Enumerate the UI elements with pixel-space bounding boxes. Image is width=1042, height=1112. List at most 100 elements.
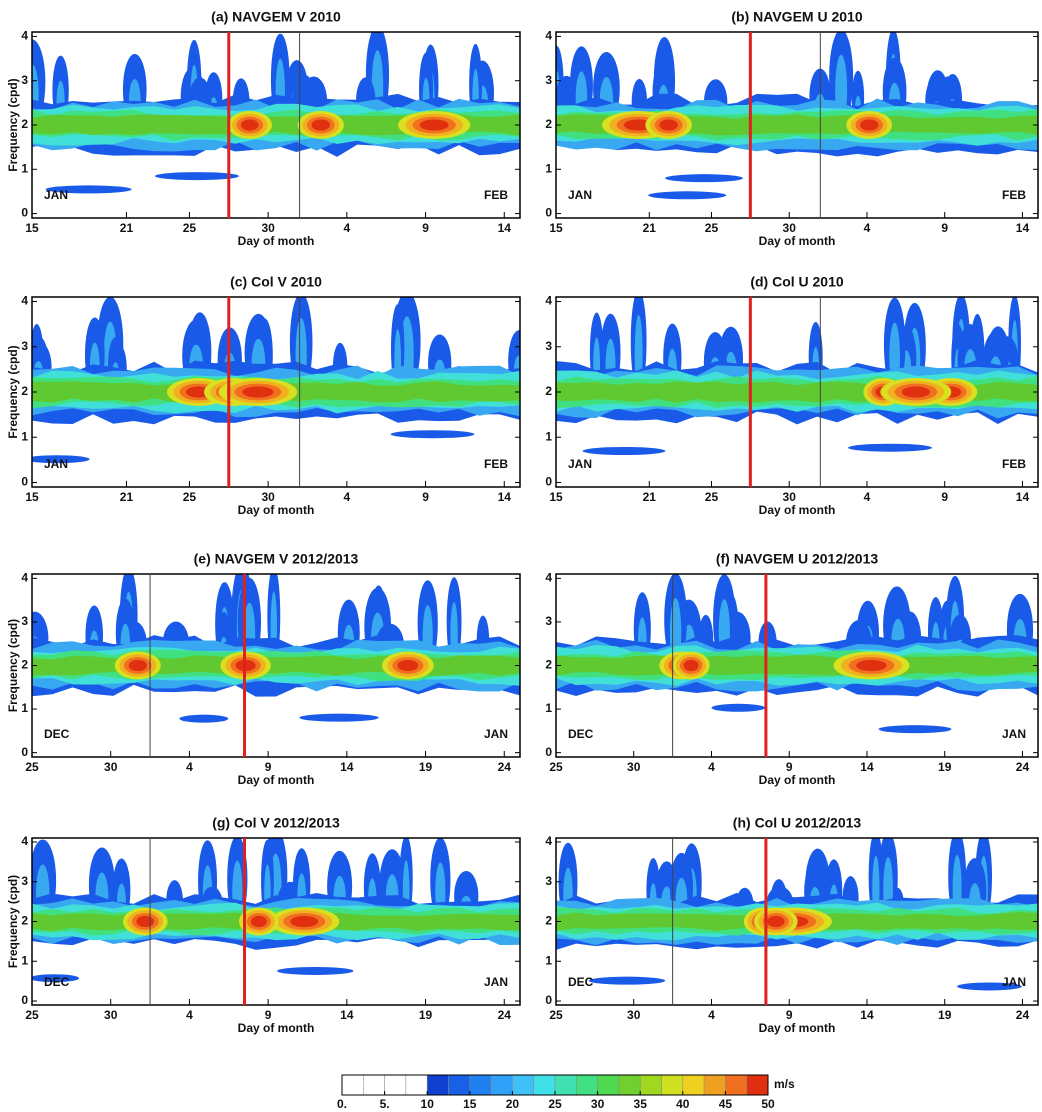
field-blob <box>179 714 229 723</box>
x-tick-label: 25 <box>549 760 563 774</box>
field-peak <box>242 386 274 398</box>
y-tick-label: 3 <box>21 73 28 87</box>
panel-title: (c) Col V 2010 <box>230 274 322 290</box>
field-peak <box>290 915 319 928</box>
colorbar-tick-label: 0. <box>337 1097 347 1111</box>
x-tick-label: 21 <box>643 490 657 504</box>
field <box>556 574 1038 734</box>
field-peak <box>683 659 699 672</box>
x-tick-label: 14 <box>1016 221 1030 235</box>
panel: 0 1 2 3 4 25 30 4 9 14 19 24 DEC JAN (e) NAVGEM V 2012… <box>6 551 521 787</box>
field-blob <box>155 172 239 181</box>
x-tick-label: 15 <box>25 490 39 504</box>
x-tick-label: 9 <box>941 490 948 504</box>
x-tick-label: 15 <box>549 221 563 235</box>
x-tick-label: 15 <box>25 221 39 235</box>
field <box>32 297 520 464</box>
month-label: FEB <box>484 188 508 202</box>
x-tick-label: 19 <box>938 1008 952 1022</box>
colorbar-segment <box>703 1074 726 1096</box>
month-label: DEC <box>568 727 594 741</box>
field <box>32 574 520 723</box>
panel-title: (h) Col U 2012/2013 <box>733 815 862 831</box>
field <box>556 838 1038 991</box>
y-tick-label: 3 <box>21 874 28 888</box>
colorbar-segment <box>725 1074 747 1096</box>
y-tick-label: 2 <box>545 658 552 672</box>
field-peak <box>311 119 331 131</box>
field-blob <box>588 976 666 985</box>
x-tick-label: 14 <box>1016 490 1030 504</box>
panel-title: (a) NAVGEM V 2010 <box>211 9 341 25</box>
colorbar-label: m/s <box>774 1077 795 1091</box>
field-blob <box>711 703 766 712</box>
panel: 0 1 2 3 4 15 21 25 30 4 9 14 JAN FEB (b) NAVGEM U 2010… <box>545 9 1039 248</box>
colorbar-segment <box>554 1074 577 1096</box>
panel: 0 1 2 3 4 25 30 4 9 14 19 24 DEC JAN (g) Col V 2012/20… <box>6 815 521 1035</box>
x-tick-label: 25 <box>705 221 719 235</box>
y-tick-label: 4 <box>21 834 28 848</box>
y-tick-label: 3 <box>545 73 552 87</box>
x-tick-label: 4 <box>864 221 871 235</box>
x-tick-label: 30 <box>261 221 275 235</box>
panel: 0 1 2 3 4 15 21 25 30 4 9 14 JAN FEB (c) Col V 2010 Day… <box>6 274 521 517</box>
y-tick-label: 3 <box>21 614 28 628</box>
colorbar-tick-label: 35 <box>634 1097 648 1111</box>
colorbar-segment <box>597 1074 620 1096</box>
colorbar-tick-label: 40 <box>676 1097 690 1111</box>
panel: 0 1 2 3 4 25 30 4 9 14 19 24 DEC JAN (f) NAVGEM U 2012… <box>545 551 1039 787</box>
colorbar-segment <box>384 1074 407 1096</box>
y-tick-label: 2 <box>21 658 28 672</box>
y-tick-label: 0 <box>21 206 28 220</box>
x-tick-label: 25 <box>705 490 719 504</box>
colorbar-tick-label: 10 <box>421 1097 435 1111</box>
y-axis-label: Frequency (cpd) <box>6 345 20 438</box>
panel: 0 1 2 3 4 15 21 25 30 4 9 14 JAN FEB (d) Col U 2010 Day… <box>545 274 1039 517</box>
colorbar-tick-label: 15 <box>463 1097 477 1111</box>
y-tick-label: 1 <box>21 429 28 443</box>
x-tick-label: 9 <box>786 760 793 774</box>
x-tick-label: 4 <box>708 1008 715 1022</box>
y-tick-label: 4 <box>21 294 28 308</box>
x-tick-label: 21 <box>120 490 134 504</box>
panel-title: (e) NAVGEM V 2012/2013 <box>194 551 359 567</box>
field-peak <box>767 915 785 928</box>
field-peak <box>856 659 887 672</box>
x-tick-label: 25 <box>183 490 197 504</box>
x-tick-label: 4 <box>186 760 193 774</box>
month-label: JAN <box>568 457 592 471</box>
y-tick-label: 0 <box>21 475 28 489</box>
x-tick-label: 15 <box>549 490 563 504</box>
y-axis-label: Frequency (cpd) <box>6 78 20 171</box>
colorbar-tick-label: 5. <box>380 1097 390 1111</box>
field-blob <box>878 725 952 734</box>
y-tick-label: 0 <box>21 745 28 759</box>
field <box>556 297 1038 456</box>
y-tick-label: 2 <box>545 384 552 398</box>
y-tick-label: 4 <box>21 29 28 43</box>
month-label: JAN <box>44 457 68 471</box>
x-tick-label: 30 <box>104 1008 118 1022</box>
x-axis-label: Day of month <box>238 503 315 517</box>
x-axis-label: Day of month <box>238 234 315 248</box>
y-tick-label: 1 <box>545 161 552 175</box>
colorbar-segment <box>469 1074 492 1096</box>
field-blob <box>32 455 90 464</box>
panel: 0 1 2 3 4 15 21 25 30 4 9 14 JAN FEB (a) NAVGEM V 2010… <box>6 9 521 248</box>
field <box>32 838 520 983</box>
field-peak <box>136 915 155 928</box>
colorbar-segment <box>533 1074 556 1096</box>
y-tick-label: 1 <box>545 701 552 715</box>
field-peak <box>128 659 148 672</box>
x-tick-label: 9 <box>265 760 272 774</box>
field-band <box>556 655 1038 676</box>
colorbar-segment <box>618 1074 641 1096</box>
x-tick-label: 4 <box>186 1008 193 1022</box>
x-tick-label: 25 <box>25 1008 39 1022</box>
x-tick-label: 30 <box>104 760 118 774</box>
field-peak <box>659 119 678 131</box>
x-tick-label: 30 <box>627 760 641 774</box>
colorbar-segment <box>661 1074 684 1096</box>
y-tick-label: 3 <box>545 339 552 353</box>
